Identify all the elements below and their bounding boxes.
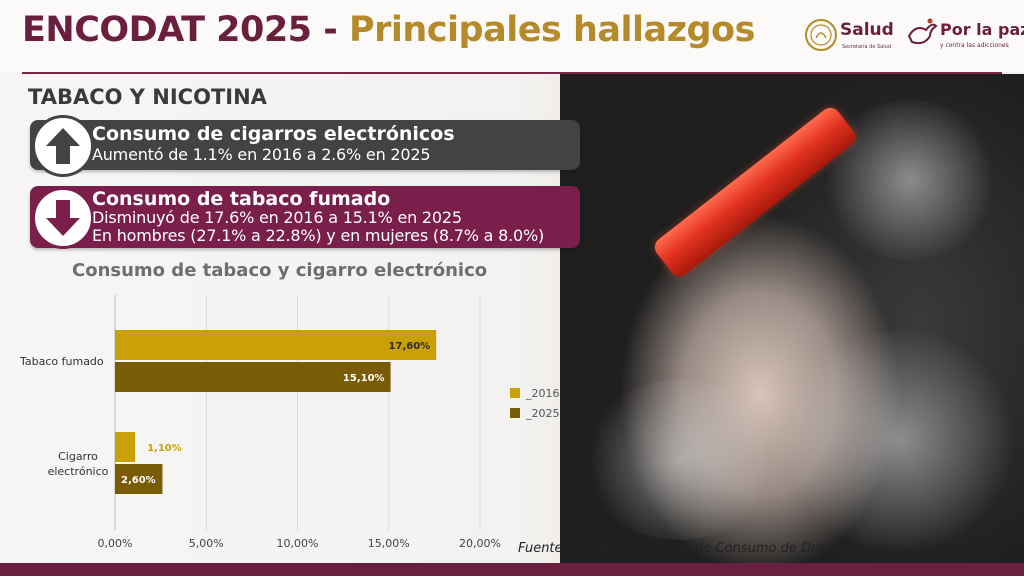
dove-icon — [907, 18, 938, 45]
x-tick-label: 20,00% — [459, 537, 501, 550]
arrow-circle — [32, 187, 94, 249]
card-detail: Aumentó de 1.1% en 2016 a 2.6% en 2025 — [92, 145, 431, 164]
por-la-paz-logo: Por la paz y contra las adicciones — [906, 16, 1024, 54]
data-label: 1,10% — [147, 443, 182, 454]
bar-2016-0 — [115, 330, 437, 360]
arrow-circle — [32, 115, 94, 177]
legend-swatch — [510, 388, 520, 398]
bottom-band — [0, 563, 1024, 576]
x-tick-label: 0,00% — [98, 537, 133, 550]
source-note: Fuente: Encuesta Nacional de Consumo de … — [518, 541, 1003, 556]
salud-logo-text: Salud — [840, 20, 894, 40]
bar-2016-1 — [115, 432, 136, 462]
card-detail: En hombres (27.1% a 22.8%) y en mujeres … — [92, 226, 544, 245]
arrow-up-icon — [46, 128, 80, 164]
bar-chart: 0,00% 5,00% 10,00% 15,00% 20,00% 17,60% 15,10%… — [19, 295, 560, 550]
arrow-down-icon — [46, 200, 80, 236]
finding-card-electronic-cigarettes: Consumo de cigarros electrónicos Aumentó… — [30, 115, 580, 177]
card-heading: Consumo de tabaco fumado — [92, 188, 391, 210]
legend-label: _2025 — [525, 407, 560, 420]
salud-logo: Salud Secretaría de Salud — [804, 18, 894, 56]
x-tick-label: 15,00% — [368, 537, 410, 550]
title-hallazgos: Principales hallazgos — [348, 10, 755, 50]
por-la-paz-logo-subtext: y contra las adicciones — [940, 42, 1009, 49]
category-label: electrónico — [48, 465, 109, 478]
category-label: Cigarro — [58, 450, 98, 463]
data-label: 17,60% — [389, 341, 431, 352]
bar-2025-0 — [115, 362, 391, 392]
section-title: TABACO Y NICOTINA — [28, 85, 267, 109]
data-label: 15,10% — [343, 373, 385, 384]
header-bar: ENCODAT 2025 - Principales hallazgos Sal… — [0, 0, 1024, 72]
category-label: Tabaco fumado — [19, 355, 104, 368]
bar-2025-1 — [115, 464, 163, 494]
card-heading: Consumo de cigarros electrónicos — [92, 123, 455, 145]
data-label: 2,60% — [121, 475, 156, 486]
smoke-cloud — [780, 330, 1020, 550]
legend-label: _2016 — [525, 387, 560, 400]
finding-card-smoked-tobacco: Consumo de tabaco fumado Disminuyó de 17… — [30, 186, 580, 249]
chart-title: Consumo de tabaco y cigarro electrónico — [72, 260, 488, 281]
por-la-paz-logo-text: Por la paz — [940, 20, 1024, 39]
legend-swatch — [510, 408, 520, 418]
salud-logo-subtext: Secretaría de Salud — [842, 44, 891, 50]
smoke-cloud — [580, 380, 780, 540]
card-detail: Disminuyó de 17.6% en 2016 a 15.1% en 20… — [92, 208, 462, 227]
title-separator: - — [311, 10, 349, 50]
title-encodat: ENCODAT 2025 — [22, 10, 312, 50]
x-tick-label: 10,00% — [277, 537, 319, 550]
title-divider — [22, 72, 1002, 74]
x-tick-label: 5,00% — [189, 537, 224, 550]
page-title: ENCODAT 2025 - Principales hallazgos — [22, 10, 755, 50]
salud-seal-icon — [805, 19, 837, 51]
